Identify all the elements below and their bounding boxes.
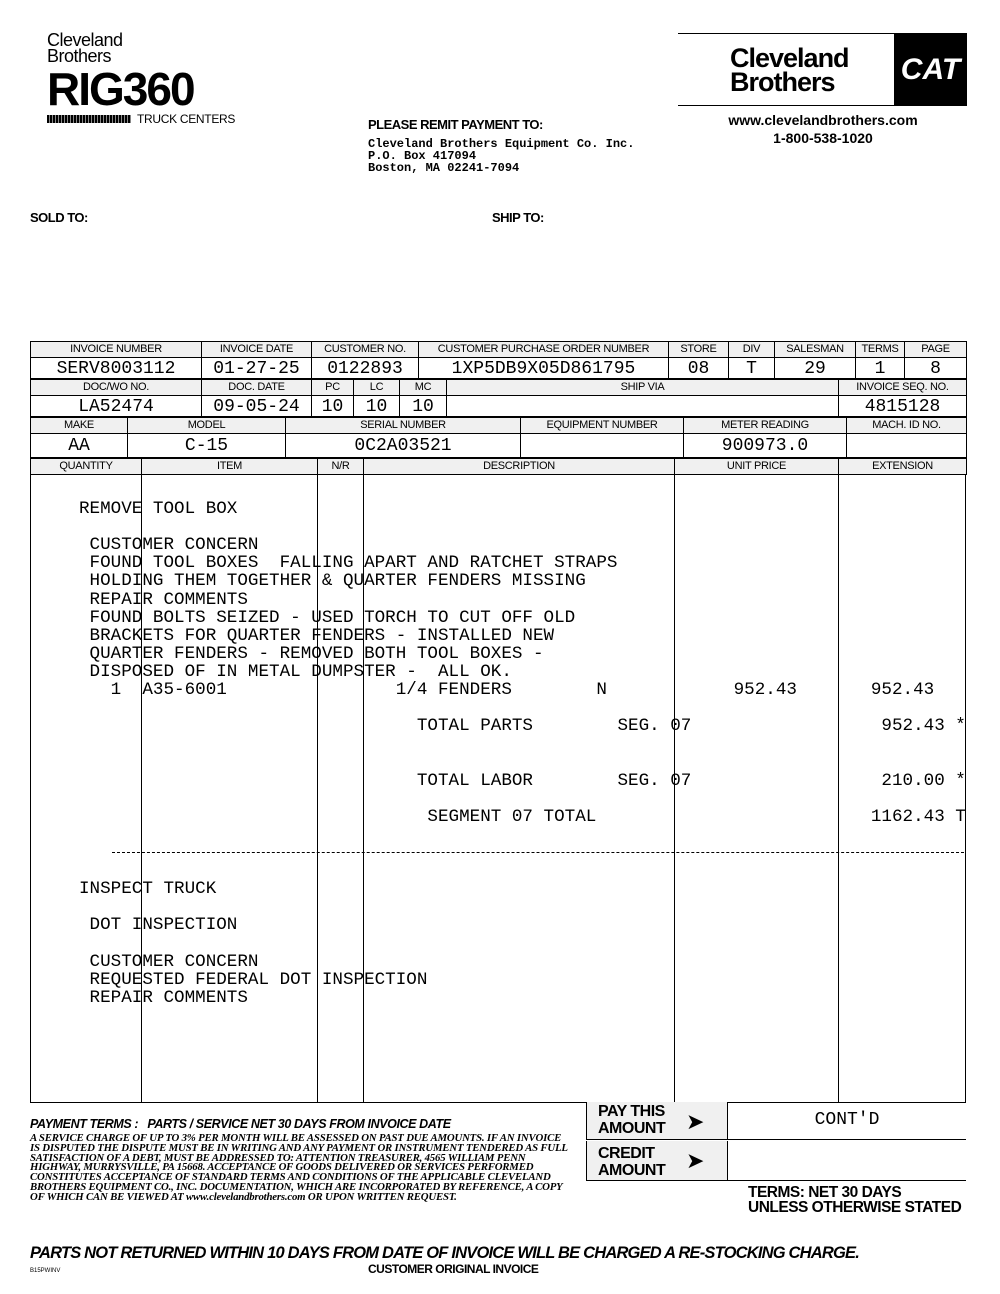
line-item-text: REPAIR COMMENTS xyxy=(79,589,248,610)
value-invoice-date: 01-27-25 xyxy=(201,357,312,379)
value-page: 8 xyxy=(904,357,967,379)
line-item-text: DISPOSED OF IN METAL DUMPSTER - ALL OK. xyxy=(79,661,512,682)
header-unit-price: UNIT PRICE xyxy=(674,458,839,475)
header-customer-no-: CUSTOMER NO. xyxy=(311,341,419,358)
arrow-right-icon: ➤ xyxy=(686,1109,705,1134)
value-pc: 10 xyxy=(311,395,354,417)
header-terms: TERMS xyxy=(855,341,905,358)
terms-net-30: TERMS: NET 30 DAYS UNLESS OTHERWISE STAT… xyxy=(748,1184,962,1216)
value-meter-reading: 900973.0 xyxy=(683,433,847,458)
form-code: B15PWINV xyxy=(30,1268,61,1274)
value-make: AA xyxy=(30,433,128,458)
value-equipment-number xyxy=(520,433,684,458)
value-mc: 10 xyxy=(399,395,447,417)
line-item-text: CUSTOMER CONCERN xyxy=(79,535,259,556)
line-item-text: TOTAL PARTS SEG. 07 952.43 * xyxy=(79,716,966,737)
header-serial-number: SERIAL NUMBER xyxy=(285,417,521,434)
payment-terms-text: A SERVICE CHARGE OF UP TO 3% PER MONTH W… xyxy=(30,1132,568,1203)
value-salesman: 29 xyxy=(774,357,856,379)
header-mach-id-no-: MACH. ID NO. xyxy=(846,417,967,434)
line-item-text: CUSTOMER CONCERN xyxy=(79,951,259,972)
line-item-text: INSPECT TRUCK xyxy=(79,879,217,900)
header-doc-wo-no-: DOC/WO NO. xyxy=(30,379,202,396)
value-div: T xyxy=(728,357,775,379)
line-item-text: FOUND TOOL BOXES FALLING APART AND RATCH… xyxy=(79,553,618,574)
header-make: MAKE xyxy=(30,417,128,434)
sold-to-label: SOLD TO: xyxy=(30,210,88,225)
header-lc: LC xyxy=(353,379,400,396)
header-item: ITEM xyxy=(141,458,318,475)
phone-text: 1-800-538-1020 xyxy=(773,130,873,146)
header-div: DIV xyxy=(728,341,775,358)
line-item-text: DOT INSPECTION xyxy=(79,915,238,936)
header-extension: EXTENSION xyxy=(838,458,967,475)
header-n-r: N/R xyxy=(317,458,364,475)
line-item-text: REPAIR COMMENTS xyxy=(79,987,248,1008)
header-store: STORE xyxy=(668,341,729,358)
header-doc-date: DOC. DATE xyxy=(201,379,312,396)
header-customer-purchase-order-number: CUSTOMER PURCHASE ORDER NUMBER xyxy=(418,341,669,358)
header-pc: PC xyxy=(311,379,354,396)
customer-original-invoice: CUSTOMER ORIGINAL INVOICE xyxy=(368,1262,539,1276)
line-item-text: FOUND BOLTS SEIZED - USED TORCH TO CUT O… xyxy=(79,607,576,628)
header-mc: MC xyxy=(399,379,447,396)
header-invoice-seq-no-: INVOICE SEQ. NO. xyxy=(838,379,967,396)
pay-this-amount-value: CONT'D xyxy=(814,1110,880,1130)
stripe-bar xyxy=(47,115,131,123)
value-serial-number: 0C2A03521 xyxy=(285,433,521,458)
line-item-text: 1 A35-6001 1/4 FENDERS N 952.43 952.43 xyxy=(79,680,935,700)
remit-label: PLEASE REMIT PAYMENT TO: xyxy=(368,117,543,132)
value-invoice-number: SERV8003112 xyxy=(30,357,202,379)
header-page: PAGE xyxy=(904,341,967,358)
line-item-text: SEGMENT 07 TOTAL 1162.43 T xyxy=(79,806,966,827)
header-model: MODEL xyxy=(127,417,286,434)
line-item-text: REQUESTED FEDERAL DOT INSPECTION xyxy=(79,969,428,990)
header-salesman: SALESMAN xyxy=(774,341,856,358)
rig360-logo: Cleveland Brothers RIG360 TRUCK CENTERS xyxy=(47,30,236,126)
line-item-text: QUARTER FENDERS - REMOVED BOTH TOOL BOXE… xyxy=(79,643,544,664)
col-divider xyxy=(317,474,318,1102)
value-ship-via xyxy=(446,395,839,417)
value-customer-purchase-order-number: 1XP5DB9X05D861795 xyxy=(418,357,669,379)
line-item-text: HOLDING THEM TOGETHER & QUARTER FENDERS … xyxy=(79,571,586,592)
value-store: 08 xyxy=(668,357,729,379)
header-invoice-number: INVOICE NUMBER xyxy=(30,341,202,358)
value-doc-date: 09-05-24 xyxy=(201,395,312,417)
arrow-right-icon: ➤ xyxy=(686,1148,705,1173)
value-invoice-seq-no-: 4815128 xyxy=(838,395,967,417)
ship-to-label: SHIP TO: xyxy=(492,210,544,225)
col-divider xyxy=(363,474,364,1102)
line-item-text: TOTAL LABOR SEG. 07 210.00 * xyxy=(79,770,966,791)
remit-address: Cleveland Brothers Equipment Co. Inc. P.… xyxy=(368,137,635,175)
website-text: www.clevelandbrothers.com xyxy=(728,112,918,128)
col-divider xyxy=(674,474,675,1102)
value-doc-wo-no-: LA52474 xyxy=(30,395,202,417)
cleveland-brothers-cat-logo: Cleveland Brothers CAT xyxy=(678,33,967,106)
line-item-text: BRACKETS FOR QUARTER FENDERS - INSTALLED… xyxy=(79,625,555,646)
payment-terms-title: PAYMENT TERMS : PARTS / SERVICE NET 30 D… xyxy=(30,1117,451,1131)
header-meter-reading: METER READING xyxy=(683,417,847,434)
value-model: C-15 xyxy=(127,433,286,458)
value-customer-no-: 0122893 xyxy=(311,357,419,379)
col-divider xyxy=(838,474,839,1102)
header-quantity: QUANTITY xyxy=(30,458,142,475)
col-divider xyxy=(141,474,142,1102)
header-description: DESCRIPTION xyxy=(363,458,675,475)
value-lc: 10 xyxy=(353,395,400,417)
line-item-text: REMOVE TOOL BOX xyxy=(79,499,238,519)
header-ship-via: SHIP VIA xyxy=(446,379,839,396)
value-mach-id-no- xyxy=(846,433,967,458)
segment-divider xyxy=(112,852,964,853)
header-equipment-number: EQUIPMENT NUMBER xyxy=(520,417,684,434)
line-items-area xyxy=(30,474,966,1103)
value-terms: 1 xyxy=(855,357,905,379)
pay-this-amount-box: PAY THIS AMOUNT ➤ CONT'D CREDIT AMOUNT ➤ xyxy=(586,1102,966,1182)
header-invoice-date: INVOICE DATE xyxy=(201,341,312,358)
restocking-notice: PARTS NOT RETURNED WITHIN 10 DAYS FROM D… xyxy=(30,1244,860,1262)
